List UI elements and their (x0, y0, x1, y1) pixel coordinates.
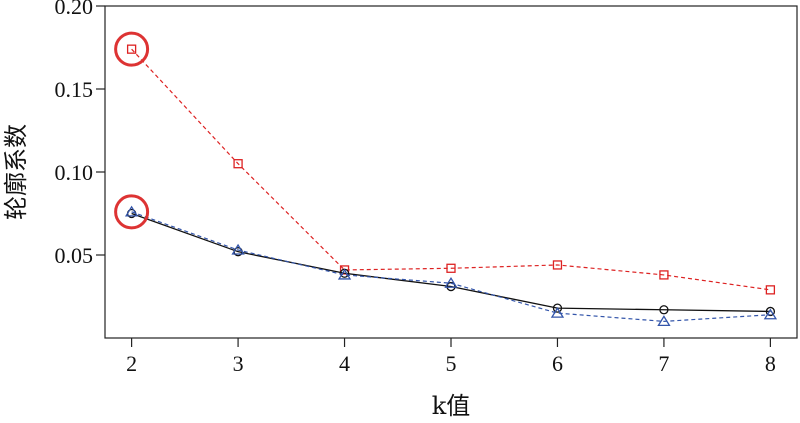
data-point-circle (446, 281, 456, 292)
y-tick-label: 0.10 (55, 160, 94, 185)
data-point-circle (552, 303, 563, 313)
annotation-layer (114, 31, 150, 230)
y-tick-label: 0.15 (55, 77, 94, 102)
axes: 2 3 4 5 6 7 8 0.05 0.10 0.15 0.20 (55, 0, 776, 376)
x-tick-label: 2 (126, 351, 137, 376)
series-2 (126, 208, 776, 317)
data-point-circle (765, 306, 776, 317)
x-tick-label: 6 (552, 351, 563, 376)
series-line (131, 211, 771, 323)
data-point-square (659, 270, 669, 280)
series-line (131, 212, 771, 313)
x-axis-title: k值 (432, 392, 471, 420)
series-layer (124, 44, 778, 327)
y-axis-title: 轮廓系数 (2, 124, 30, 220)
data-point-square (552, 260, 563, 270)
data-point-triangle (124, 205, 139, 217)
x-tick-label: 7 (658, 351, 669, 376)
data-point-triangle (763, 308, 778, 320)
data-point-triangle (444, 276, 458, 288)
data-point-triangle (657, 315, 671, 327)
series-1 (126, 44, 776, 295)
data-point-square (126, 44, 137, 54)
y-tick-label: 0.20 (55, 0, 94, 19)
highlight-circle (114, 194, 150, 230)
data-point-circle (659, 305, 669, 315)
plot-frame (104, 5, 798, 339)
x-tick-label: 5 (446, 351, 457, 376)
series-3 (124, 205, 778, 327)
y-tick-label: 0.05 (55, 243, 94, 268)
data-point-triangle (231, 243, 245, 255)
data-point-triangle (337, 268, 352, 280)
data-point-square (765, 285, 776, 295)
x-tick-label: 8 (765, 351, 776, 376)
x-tick-label: 3 (233, 351, 244, 376)
x-tick-label: 4 (339, 351, 350, 376)
highlight-circle (114, 31, 150, 67)
data-point-square (339, 265, 350, 275)
data-point-triangle (550, 306, 565, 318)
data-point-square (233, 159, 243, 169)
data-point-square (446, 263, 456, 273)
series-line (131, 48, 771, 291)
